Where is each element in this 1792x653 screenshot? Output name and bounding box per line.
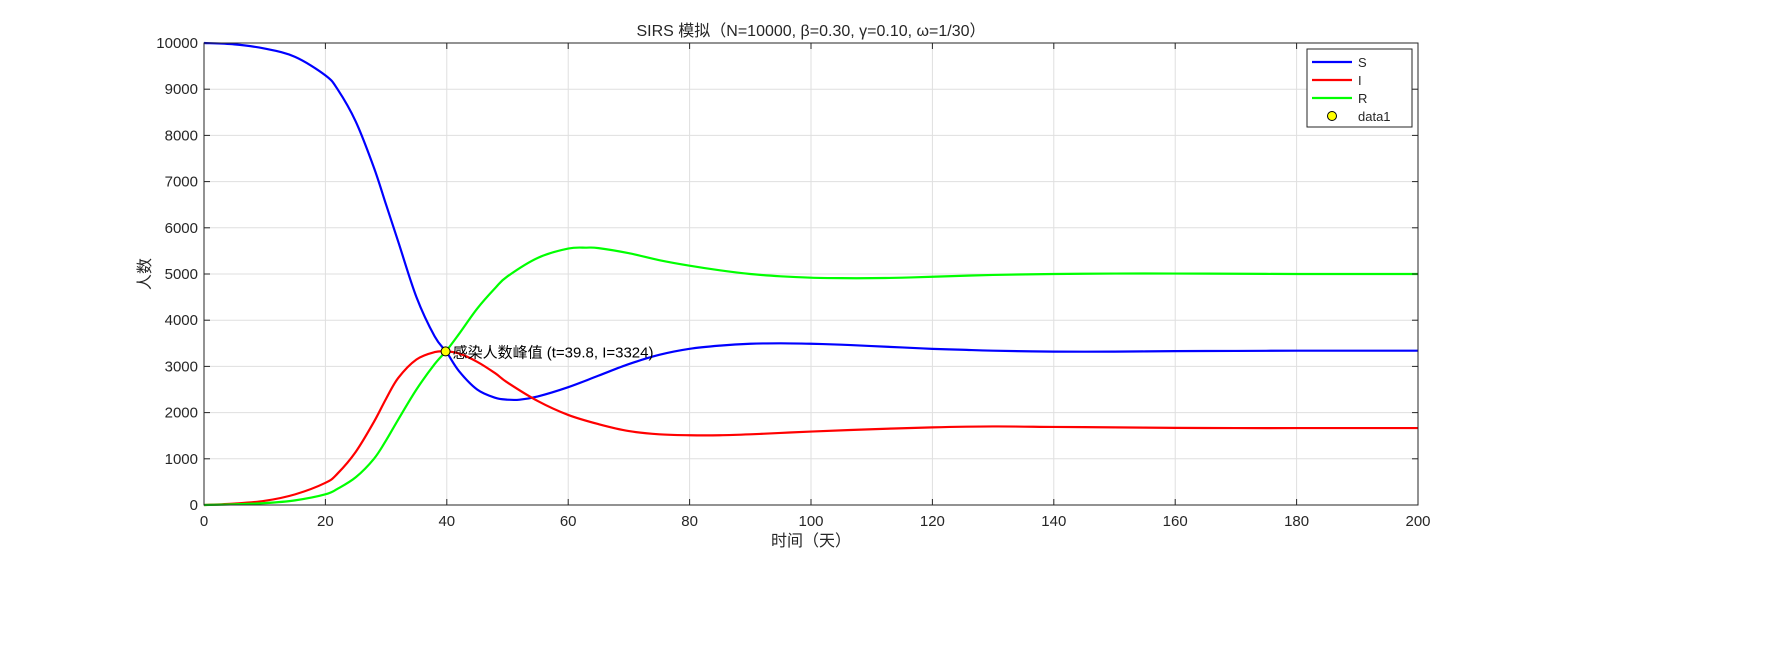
- x-tick-label: 80: [681, 513, 698, 530]
- x-tick-label: 100: [798, 513, 823, 530]
- y-tick-label: 0: [190, 497, 198, 514]
- series-layer: [203, 41, 1418, 507]
- legend-label-marker: data1: [1358, 109, 1391, 124]
- y-tick-label: 6000: [165, 220, 198, 237]
- y-tick-label: 4000: [165, 312, 198, 329]
- x-tick-label: 160: [1163, 513, 1188, 530]
- y-axis-title: 人数: [135, 258, 154, 290]
- y-tick-label: 8000: [165, 127, 198, 144]
- y-tick-label: 3000: [165, 358, 198, 375]
- legend-label-S: S: [1358, 55, 1367, 70]
- chart-title: SIRS 模拟（N=10000, β=0.30, γ=0.10, ω=1/30）: [636, 22, 985, 40]
- x-tick-label: 20: [317, 513, 334, 530]
- peak-marker: [440, 346, 451, 357]
- ticks: 0 20 40 60 80 100 120 140 160 180 2000100020003000…: [156, 35, 1430, 530]
- x-tick-label: 180: [1284, 513, 1309, 530]
- y-tick-label: 10000: [156, 35, 198, 52]
- axes-box: [203, 42, 1419, 506]
- x-tick-label: 0: [200, 513, 208, 530]
- series-line-R: [203, 246, 1418, 507]
- x-tick-label: 120: [920, 513, 945, 530]
- series-line-I: [203, 350, 1418, 507]
- y-tick-label: 7000: [165, 174, 198, 191]
- y-tick-label: 9000: [165, 81, 198, 98]
- x-tick-label: 140: [1041, 513, 1066, 530]
- y-tick-label: 1000: [165, 451, 198, 468]
- peak-annotation: 感染人数峰值 (t=39.8, I=3324): [453, 344, 654, 361]
- legend-label-R: R: [1358, 91, 1367, 106]
- marker-layer: [440, 346, 451, 357]
- x-tick-label: 60: [560, 513, 577, 530]
- y-tick-label: 5000: [165, 266, 198, 283]
- series-line-S: [203, 41, 1418, 402]
- legend-swatch-marker: [1327, 111, 1337, 121]
- y-tick-label: 2000: [165, 405, 198, 422]
- x-tick-label: 40: [438, 513, 455, 530]
- x-tick-label: 200: [1405, 513, 1430, 530]
- legend-label-I: I: [1358, 73, 1362, 88]
- x-axis-title: 时间（天）: [771, 531, 851, 550]
